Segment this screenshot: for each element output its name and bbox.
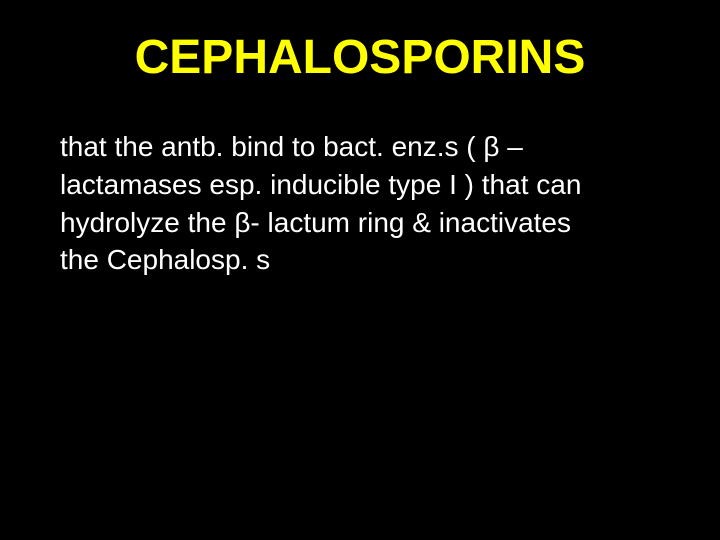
slide: CEPHALOSPORINS that the antb. bind to ba… [0,0,720,540]
body-line: the Cephalosp. s [60,241,660,279]
slide-title: CEPHALOSPORINS [0,30,720,85]
body-line: hydrolyze the β- lactum ring & inactivat… [60,204,660,242]
body-line: lactamases esp. inducible type I ) that … [60,166,660,204]
body-line: that the antb. bind to bact. enz.s ( β – [60,128,660,166]
slide-body: that the antb. bind to bact. enz.s ( β –… [60,128,660,279]
